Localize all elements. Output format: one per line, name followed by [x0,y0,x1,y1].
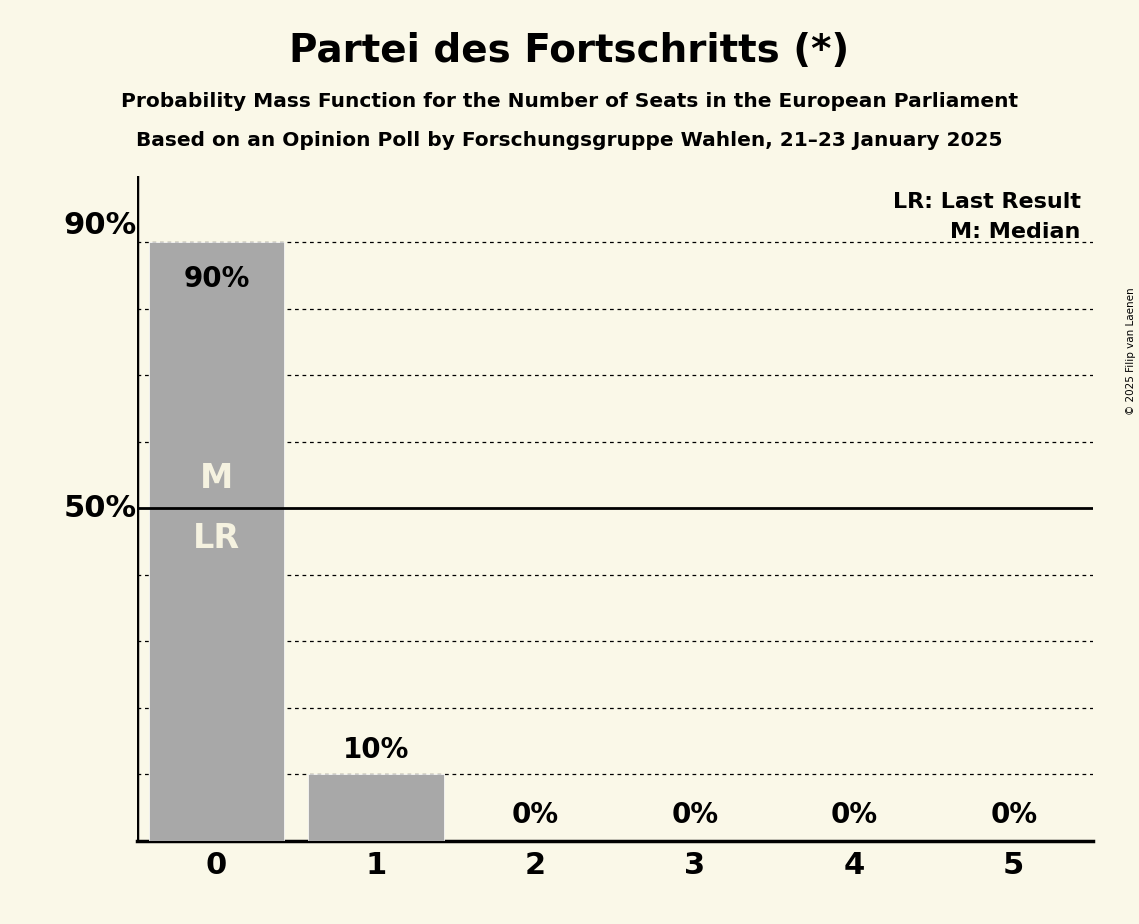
Text: LR: LR [192,521,240,554]
Text: 0%: 0% [830,801,878,829]
Text: Partei des Fortschritts (*): Partei des Fortschritts (*) [289,32,850,70]
Text: 10%: 10% [343,736,409,764]
Text: M: M [199,462,233,495]
Text: 90%: 90% [64,211,137,240]
Bar [308,774,443,841]
Text: LR: Last Result: LR: Last Result [893,192,1081,213]
Text: © 2025 Filip van Laenen: © 2025 Filip van Laenen [1126,287,1136,415]
Text: Probability Mass Function for the Number of Seats in the European Parliament: Probability Mass Function for the Number… [121,92,1018,112]
Text: 90%: 90% [183,265,249,294]
Text: 0%: 0% [671,801,719,829]
Text: 0%: 0% [990,801,1038,829]
Text: 50%: 50% [64,493,137,523]
Text: 0%: 0% [511,801,559,829]
Bar [148,242,284,841]
Text: M: Median: M: Median [950,222,1081,242]
Text: Based on an Opinion Poll by Forschungsgruppe Wahlen, 21–23 January 2025: Based on an Opinion Poll by Forschungsgr… [137,131,1002,151]
